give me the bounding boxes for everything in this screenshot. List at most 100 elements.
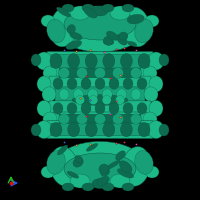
Ellipse shape: [67, 103, 77, 114]
Ellipse shape: [159, 124, 169, 136]
FancyBboxPatch shape: [47, 51, 153, 71]
FancyBboxPatch shape: [51, 123, 149, 136]
Ellipse shape: [95, 103, 105, 114]
Ellipse shape: [56, 6, 144, 52]
Ellipse shape: [56, 7, 71, 17]
Ellipse shape: [70, 174, 90, 188]
Ellipse shape: [31, 124, 41, 136]
Ellipse shape: [64, 8, 136, 40]
Ellipse shape: [131, 89, 141, 100]
Ellipse shape: [149, 100, 163, 116]
Ellipse shape: [116, 34, 127, 45]
Ellipse shape: [112, 114, 124, 124]
Ellipse shape: [92, 6, 108, 16]
Ellipse shape: [37, 100, 51, 116]
Ellipse shape: [145, 15, 159, 27]
Ellipse shape: [47, 19, 65, 43]
Ellipse shape: [41, 15, 55, 27]
Ellipse shape: [122, 147, 150, 186]
Ellipse shape: [122, 4, 134, 12]
Ellipse shape: [148, 121, 164, 139]
Ellipse shape: [137, 103, 147, 114]
Ellipse shape: [81, 103, 91, 114]
FancyBboxPatch shape: [59, 114, 141, 124]
Ellipse shape: [85, 53, 97, 68]
FancyBboxPatch shape: [55, 87, 145, 102]
Ellipse shape: [58, 114, 70, 124]
Ellipse shape: [135, 19, 153, 43]
Ellipse shape: [116, 96, 124, 104]
Ellipse shape: [95, 78, 105, 89]
Ellipse shape: [68, 122, 80, 137]
Ellipse shape: [122, 7, 150, 47]
Ellipse shape: [137, 78, 147, 89]
Ellipse shape: [81, 78, 91, 89]
Ellipse shape: [95, 68, 106, 78]
Ellipse shape: [110, 174, 130, 188]
Ellipse shape: [41, 166, 55, 178]
Ellipse shape: [106, 31, 118, 40]
Ellipse shape: [138, 53, 150, 68]
FancyBboxPatch shape: [53, 66, 147, 80]
Ellipse shape: [109, 103, 119, 114]
Ellipse shape: [85, 122, 97, 137]
Ellipse shape: [103, 39, 114, 45]
Ellipse shape: [50, 122, 62, 137]
Ellipse shape: [89, 96, 98, 104]
Ellipse shape: [31, 54, 41, 66]
Ellipse shape: [70, 32, 82, 40]
Ellipse shape: [97, 176, 109, 186]
Ellipse shape: [117, 169, 134, 178]
Ellipse shape: [103, 53, 115, 68]
Ellipse shape: [148, 52, 164, 70]
FancyBboxPatch shape: [51, 54, 149, 68]
Ellipse shape: [159, 54, 169, 66]
Ellipse shape: [100, 167, 110, 176]
Ellipse shape: [135, 151, 153, 174]
Ellipse shape: [37, 76, 51, 92]
FancyBboxPatch shape: [53, 112, 147, 126]
Ellipse shape: [50, 53, 62, 68]
Ellipse shape: [47, 151, 65, 174]
Ellipse shape: [143, 66, 157, 80]
Ellipse shape: [138, 122, 150, 137]
Ellipse shape: [102, 183, 114, 191]
Ellipse shape: [106, 160, 120, 169]
Ellipse shape: [95, 114, 106, 124]
Ellipse shape: [112, 68, 124, 78]
Ellipse shape: [72, 95, 128, 106]
Ellipse shape: [123, 103, 133, 114]
Ellipse shape: [103, 122, 115, 137]
FancyBboxPatch shape: [49, 76, 151, 91]
Ellipse shape: [67, 25, 76, 34]
Ellipse shape: [59, 89, 69, 100]
Ellipse shape: [130, 114, 142, 124]
Ellipse shape: [104, 36, 113, 45]
Ellipse shape: [82, 183, 94, 191]
Ellipse shape: [120, 53, 132, 68]
Ellipse shape: [57, 145, 68, 155]
Ellipse shape: [122, 183, 134, 191]
Ellipse shape: [64, 153, 136, 185]
Ellipse shape: [58, 68, 70, 78]
Ellipse shape: [127, 41, 137, 46]
Ellipse shape: [116, 151, 125, 160]
Ellipse shape: [67, 78, 77, 89]
Ellipse shape: [75, 155, 83, 163]
Ellipse shape: [50, 7, 78, 47]
FancyBboxPatch shape: [59, 68, 141, 78]
Ellipse shape: [88, 89, 98, 100]
Ellipse shape: [66, 40, 82, 50]
Ellipse shape: [127, 14, 144, 24]
Ellipse shape: [109, 78, 119, 89]
Ellipse shape: [86, 143, 98, 151]
FancyBboxPatch shape: [47, 121, 153, 139]
Ellipse shape: [102, 89, 112, 100]
Ellipse shape: [73, 89, 83, 100]
Ellipse shape: [110, 6, 130, 20]
Ellipse shape: [149, 76, 163, 92]
Ellipse shape: [53, 103, 63, 114]
Ellipse shape: [92, 179, 108, 189]
Ellipse shape: [145, 166, 159, 178]
Ellipse shape: [82, 4, 94, 12]
